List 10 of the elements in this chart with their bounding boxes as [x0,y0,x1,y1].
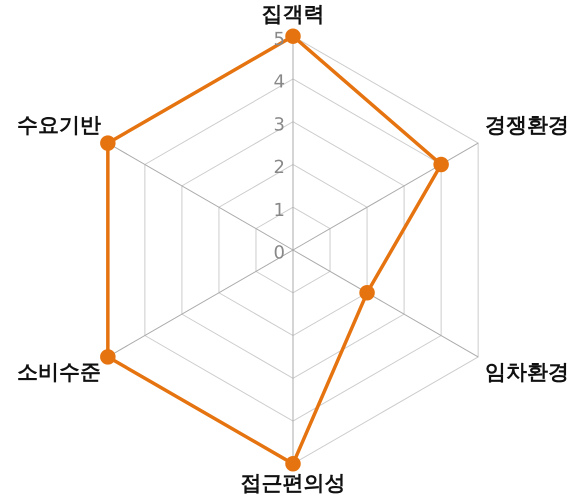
spoke-label: 경쟁환경 [485,112,570,137]
spoke-label: 집객력 [262,2,324,26]
y-tick-label: 3 [274,114,285,136]
spoke-label: 소비수준 [16,360,101,384]
spoke-label: 임차환경 [485,360,570,384]
spoke-label: 수요기반 [16,112,101,137]
spoke-label: 접근편의성 [240,470,346,495]
y-tick-label: 4 [274,72,285,93]
y-tick-label: 1 [274,200,285,221]
y-tick-label: 2 [274,157,285,178]
